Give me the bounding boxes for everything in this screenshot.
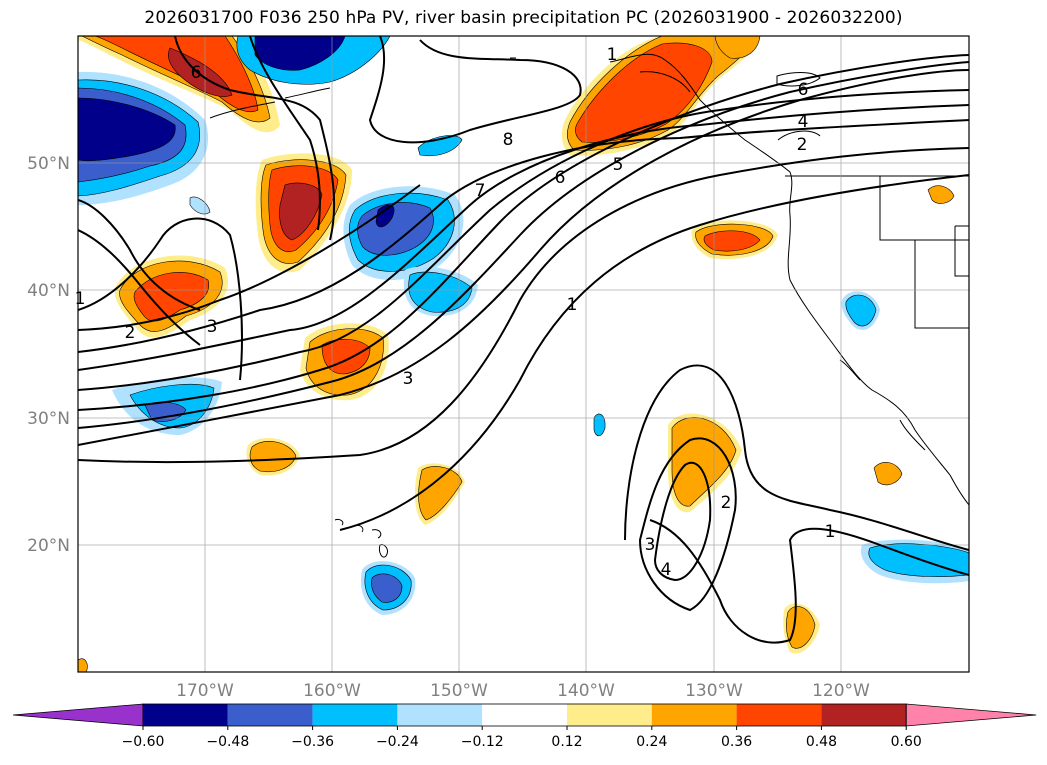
- colorbar-extend-min: [12, 703, 144, 727]
- contour-labels: 6 8 7 6 5 4 2 6 1 2 3 3 1 2 3 4 1 1: [75, 45, 836, 580]
- contour-label: 2: [125, 323, 136, 343]
- lon-label: 140°W: [557, 681, 615, 701]
- lat-label: 30°N: [27, 409, 70, 429]
- colorbar-ticks: −0.60 −0.48 −0.36 −0.24 −0.12 0.12 0.24 0.36 0.4…: [122, 726, 922, 750]
- contour-label: 5: [613, 155, 624, 175]
- contour-label: 3: [403, 369, 414, 389]
- graticule: [78, 36, 969, 672]
- contour-label: 1: [825, 522, 836, 542]
- lat-label: 50°N: [27, 154, 70, 174]
- contour-label: 1: [607, 45, 618, 65]
- colorbar-swatch: [567, 704, 652, 726]
- colorbar-tick-label: −0.24: [376, 734, 419, 750]
- map-frame: [77, 35, 970, 673]
- contour-label: 3: [207, 317, 218, 337]
- lon-label: 130°W: [685, 681, 743, 701]
- colorbar-swatch: [143, 704, 228, 726]
- lon-label: 170°W: [176, 681, 234, 701]
- colorbar-swatch: [227, 704, 313, 726]
- contour-label: 1: [567, 295, 578, 315]
- colorbar-outline: [142, 703, 907, 727]
- contour-label: 6: [191, 63, 202, 83]
- contour-label: 2: [721, 493, 732, 513]
- colorbar-swatch: [312, 704, 398, 726]
- contour-label: 3: [645, 535, 656, 555]
- colorbar-tick-label: −0.36: [291, 734, 334, 750]
- lon-label: 160°W: [303, 681, 361, 701]
- colorbar-tick-label: 0.60: [891, 734, 922, 750]
- contour-label: 4: [661, 560, 672, 580]
- pv-contours: [78, 36, 969, 644]
- contour-label: 1: [75, 289, 86, 309]
- colorbar-tick-label: −0.12: [461, 734, 504, 750]
- map-panel: [78, 36, 969, 672]
- lon-label: 120°W: [812, 681, 870, 701]
- colorbar-tick-label: 0.24: [636, 734, 667, 750]
- colorbar-tick-label: 0.12: [551, 734, 582, 750]
- colorbar-swatch: [397, 704, 483, 726]
- contour-label: 4: [798, 112, 809, 132]
- colorbar-tick-label: −0.60: [122, 734, 165, 750]
- lat-label: 40°N: [27, 281, 70, 301]
- map-title: 2026031700 F036 250 hPa PV, river basin …: [144, 8, 903, 28]
- colorbar-swatch: [651, 704, 737, 726]
- contour-label: 6: [798, 80, 809, 100]
- contour-label: 7: [475, 181, 486, 201]
- coastlines: [209, 53, 969, 558]
- colorbar-swatch: [736, 704, 822, 726]
- colorbar: [12, 703, 1037, 727]
- lon-label: 150°W: [430, 681, 488, 701]
- contour-label: 8: [503, 130, 514, 150]
- contour-label: 6: [555, 168, 566, 188]
- lat-label: 20°N: [27, 536, 70, 556]
- colorbar-swatch: [482, 704, 567, 726]
- precip-shading: [78, 36, 969, 672]
- colorbar-tick-label: 0.36: [721, 734, 752, 750]
- colorbar-extend-max: [905, 703, 1037, 727]
- colorbar-tick-label: 0.48: [806, 734, 837, 750]
- colorbar-tick-label: −0.48: [206, 734, 249, 750]
- colorbar-swatch: [821, 704, 907, 726]
- contour-label: 2: [797, 135, 808, 155]
